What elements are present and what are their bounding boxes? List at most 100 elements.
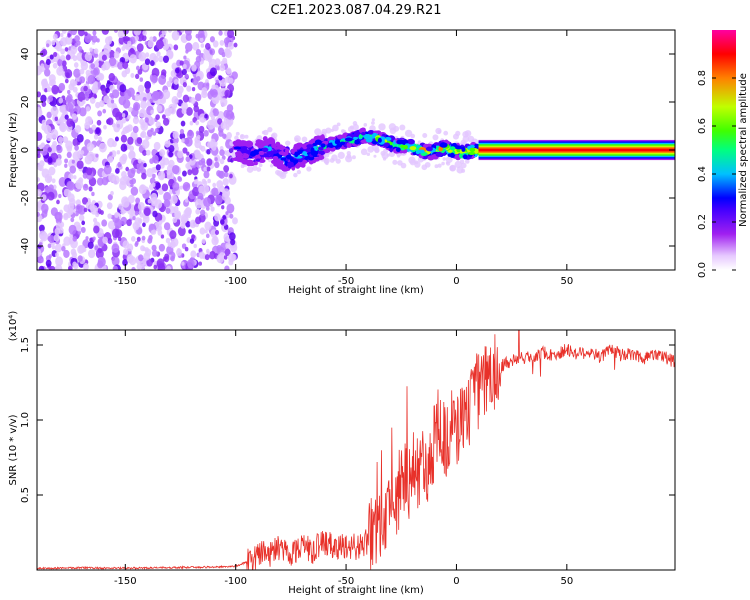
noise-cell [44,173,53,184]
noise-cell [79,107,87,117]
noise-cell [70,217,75,223]
noise-cell [218,252,226,261]
noise-cell [212,40,219,48]
signal-cell [350,134,355,138]
noise-cell [82,239,90,249]
halo-cell [275,169,281,176]
noise-cell [149,98,154,104]
noise-cell [60,37,68,47]
noise-cell [39,160,45,167]
noise-cell [231,254,237,262]
noise-cell [129,145,135,152]
noise-cell [181,261,185,266]
noise-cell [64,78,69,84]
noise-cell [189,238,195,244]
x-tick-label: 50 [560,576,573,587]
signal-cell [293,145,301,150]
noise-cell [53,51,58,57]
signal-cell [240,146,248,150]
noise-cell [152,210,158,218]
noise-cell [223,255,228,260]
noise-cell [71,113,78,120]
noise-cell [95,153,99,158]
noise-cell [61,246,66,252]
spectrogram-x-axis-label: Height of straight line (km) [288,285,424,296]
signal-cell [302,159,308,164]
noise-cell [173,103,178,109]
noise-cell [198,185,206,195]
noise-cell [163,191,172,202]
noise-cell [207,57,212,63]
noise-cell [64,47,69,52]
noise-cell [170,195,178,205]
noise-cell [158,74,167,85]
noise-cell [116,80,121,85]
noise-cell [148,234,153,241]
x-tick-label: 0 [453,276,459,287]
noise-cell [151,74,158,84]
noise-cell [63,236,71,246]
noise-cell [186,151,190,156]
noise-cell [224,196,231,205]
noise-cell [37,177,41,182]
signal-cell [289,157,294,162]
noise-cell [169,230,177,240]
figure-title: C2E1.2023.087.04.29.R21 [270,3,441,18]
noise-cell [198,30,205,38]
noise-cell [165,207,171,214]
noise-cell [90,205,99,215]
noise-cell [215,79,219,84]
noise-cell [141,139,150,149]
noise-cell [53,234,60,242]
noise-cell [181,243,187,249]
noise-cell [63,213,69,221]
halo-cell [331,154,338,161]
noise-cell [225,119,232,128]
noise-cell [136,137,143,145]
noise-cell [210,114,216,121]
noise-cell [72,236,78,242]
noise-cell [96,119,102,126]
noise-cell [182,170,187,177]
halo-cell [414,161,421,168]
noise-cell [38,224,45,232]
noise-cell [72,261,78,268]
noise-cell [150,196,158,207]
noise-cell [40,231,48,242]
noise-cell [105,87,110,94]
noise-cell [204,42,211,50]
signal-cell [377,137,382,143]
noise-cell [182,147,188,154]
noise-cell [114,212,119,218]
noise-cell [220,121,228,130]
noise-cell [99,210,104,215]
noise-cell [185,49,189,54]
noise-cell [184,136,193,147]
noise-cell [198,261,202,266]
noise-cell [152,131,157,136]
halo-cell [346,153,352,159]
noise-cell [214,157,218,162]
noise-cell [73,68,81,78]
noise-cell [171,30,180,41]
noise-cell [188,229,192,234]
noise-cell [59,122,67,133]
noise-cell [179,60,184,66]
signal-cell [383,142,388,148]
noise-cell [135,65,140,71]
y-tick-label: 40 [20,48,31,61]
noise-cell [205,248,210,254]
noise-cell [93,217,98,223]
noise-cell [180,120,186,127]
noise-cell [85,69,91,77]
halo-cell [434,164,439,169]
noise-cell [115,119,124,130]
noise-cell [113,51,120,59]
noise-cell [183,184,188,190]
noise-cell [56,199,60,205]
noise-cell [85,201,93,210]
noise-cell [205,233,210,239]
noise-cell [63,249,70,258]
noise-cell [91,124,97,131]
noise-cell [127,168,136,179]
